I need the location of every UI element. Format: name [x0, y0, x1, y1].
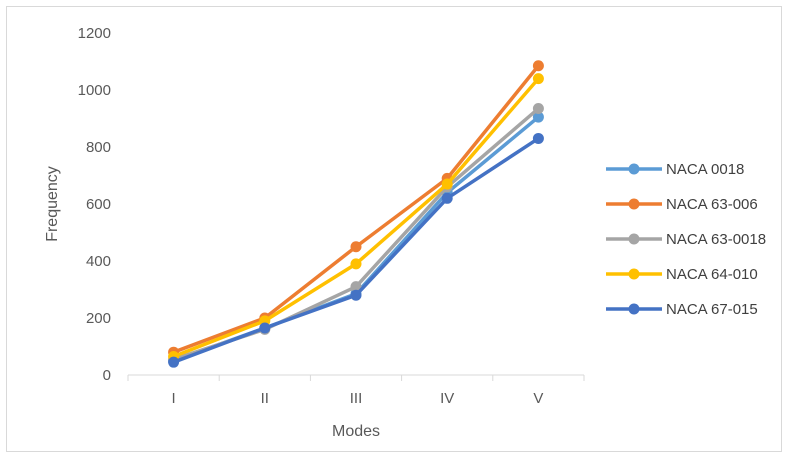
data-point: [350, 289, 362, 301]
legend-label: NACA 63-0018: [666, 231, 766, 248]
series-line-naca-64-010: [171, 76, 541, 359]
data-point: [259, 322, 271, 334]
series-line-naca-63-006: [171, 64, 541, 354]
y-axis-title: Frequency: [44, 166, 61, 242]
x-axis-title: Modes: [332, 423, 380, 440]
legend-swatch-marker: [628, 233, 640, 245]
data-point: [532, 132, 544, 144]
legend-item: NACA 63-0018: [606, 231, 766, 248]
y-tick-label: 600: [86, 196, 111, 213]
y-tick-label: 800: [86, 139, 111, 156]
y-tick-label: 1200: [78, 25, 111, 42]
y-tick-label: 200: [86, 310, 111, 327]
data-point: [350, 281, 362, 293]
series-naca-67-015: [168, 132, 544, 368]
data-point: [441, 192, 453, 204]
y-tick-label: 400: [86, 253, 111, 270]
legend-swatch-marker: [628, 163, 640, 175]
x-tick-label: IV: [440, 390, 454, 407]
legend-item: NACA 0018: [606, 161, 744, 178]
legend-swatch-marker: [628, 268, 640, 280]
legend-swatch-marker: [628, 303, 640, 315]
series-naca-63-0018: [168, 103, 544, 365]
legend-swatch-marker: [628, 198, 640, 210]
legend-label: NACA 0018: [666, 161, 744, 178]
legend-label: NACA 63-006: [666, 196, 758, 213]
legend-label: NACA 64-010: [666, 266, 758, 283]
x-tick-label: II: [261, 390, 269, 407]
legend-item: NACA 63-006: [606, 196, 758, 213]
y-tick-label: 1000: [78, 82, 111, 99]
data-point: [441, 178, 453, 190]
x-axis: [127, 374, 585, 381]
legend-item: NACA 64-010: [606, 266, 758, 283]
x-tick-label: V: [533, 390, 543, 407]
data-point: [532, 73, 544, 85]
data-point: [532, 103, 544, 115]
legend-item: NACA 67-015: [606, 301, 758, 318]
series-naca-63-006: [168, 60, 544, 358]
series-naca-0018: [168, 111, 544, 367]
legend-label: NACA 67-015: [666, 301, 758, 318]
series-naca-64-010: [168, 73, 544, 362]
series-layer: [168, 60, 544, 368]
x-axis-ticks: I II III IV V: [172, 390, 544, 407]
x-tick-label: III: [350, 390, 363, 407]
data-point: [532, 111, 544, 123]
data-point: [168, 356, 180, 368]
series-line-naca-63-0018: [171, 106, 541, 362]
x-tick-label: I: [172, 390, 176, 407]
data-point: [350, 241, 362, 253]
y-tick-label: 0: [103, 367, 111, 384]
data-point: [350, 258, 362, 270]
legend: NACA 0018 NACA 63-006 NACA 63-0018 NACA 64-…: [606, 161, 766, 318]
data-point: [532, 60, 544, 72]
y-axis-ticks: 0 200 400 600 800 1000 1200: [78, 25, 111, 384]
